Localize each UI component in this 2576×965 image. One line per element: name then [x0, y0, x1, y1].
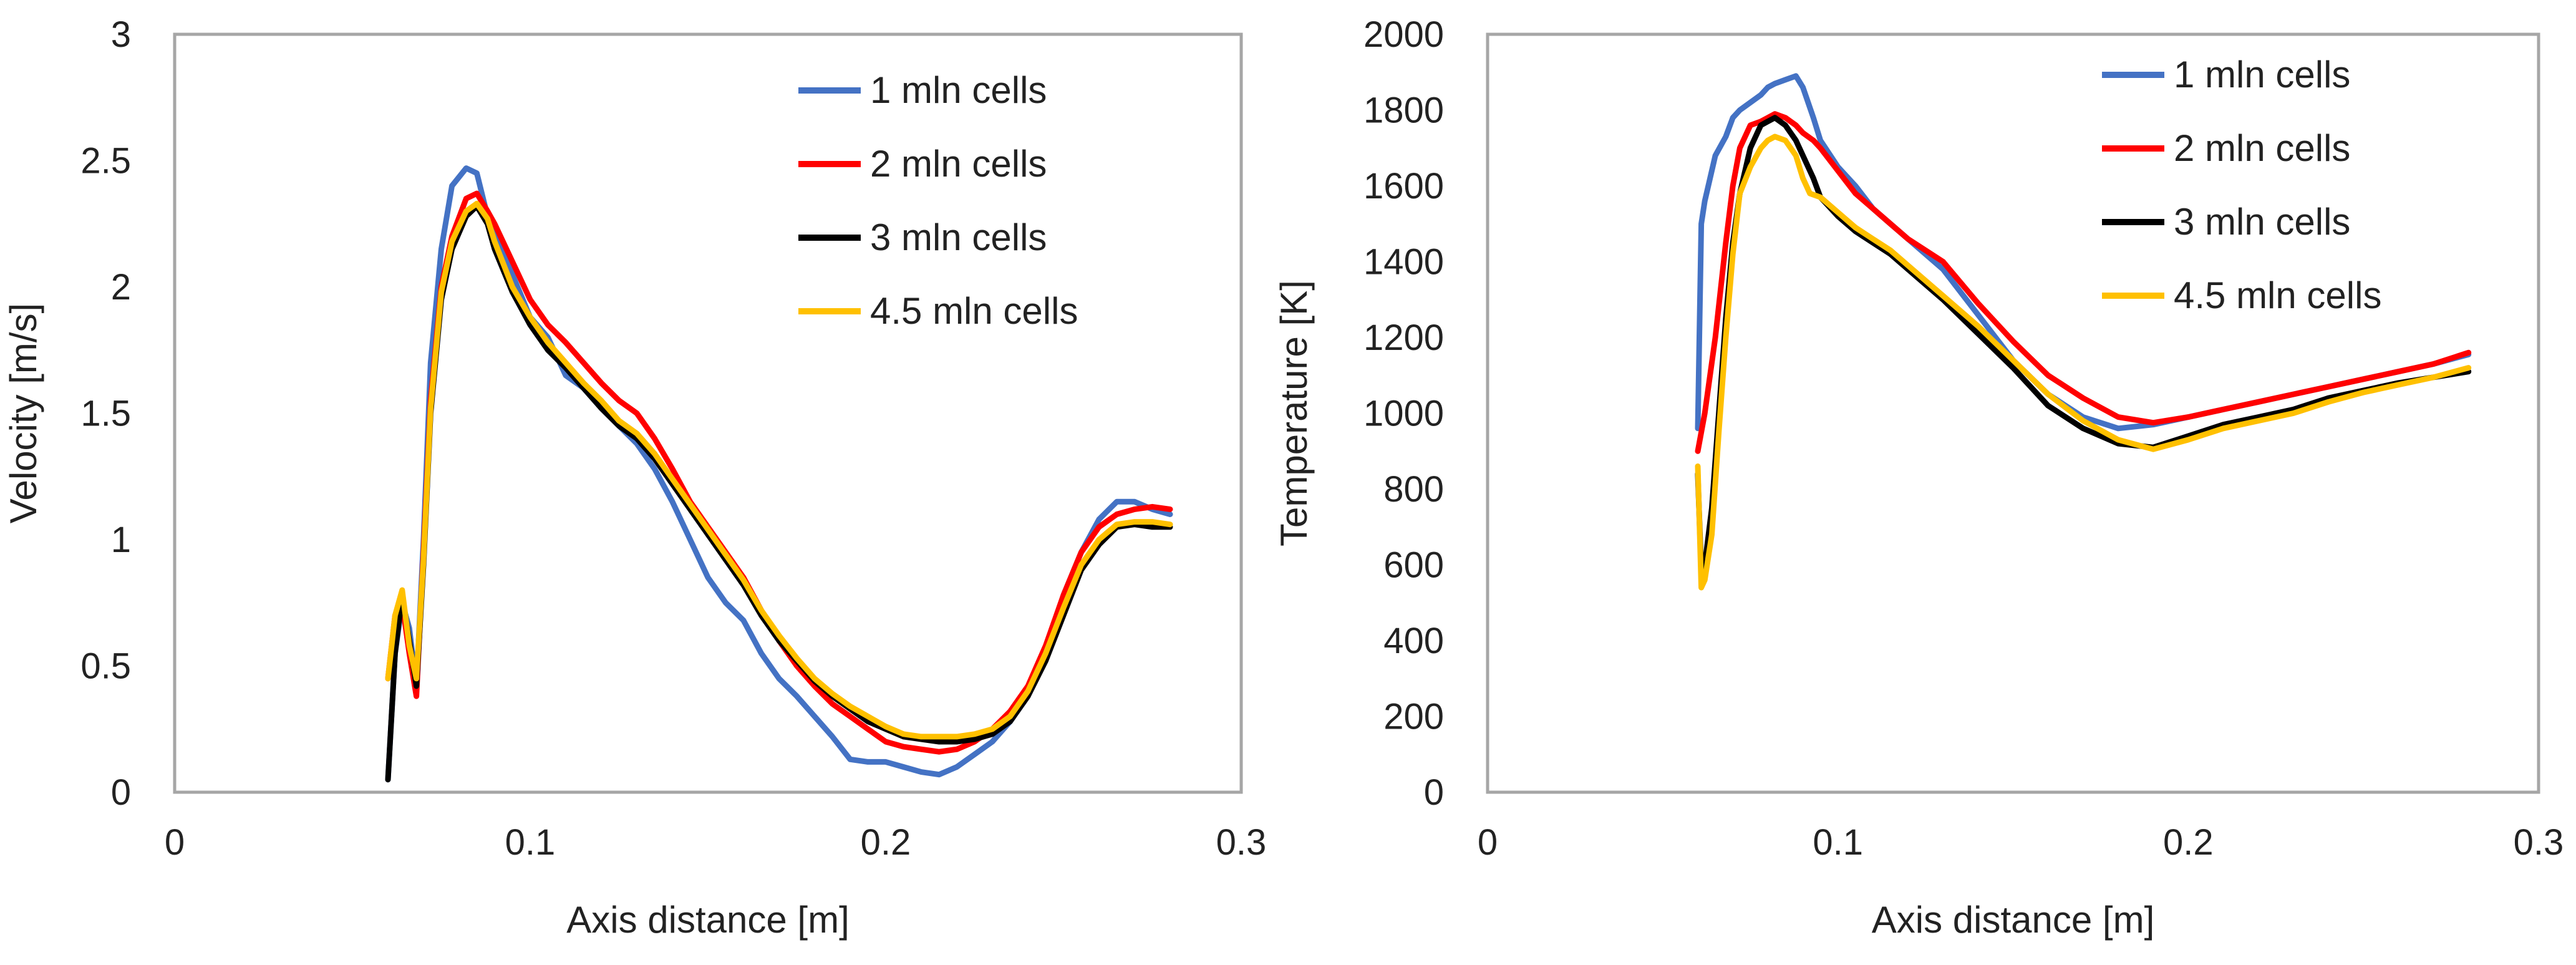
velocity-legend-label: 3 mln cells: [870, 216, 1047, 258]
temperature-y-tick-label: 1000: [1363, 394, 1444, 434]
velocity-y-ticks: 0 0.5 1 1.5 2 2.5 3: [80, 14, 131, 813]
temperature-x-tick-label: 0.2: [2163, 822, 2214, 863]
velocity-x-tick-label: 0.1: [505, 822, 556, 863]
temperature-x-tick-label: 0.1: [1813, 822, 1863, 863]
temperature-series-line-2-mln-cells: [1695, 111, 2472, 454]
temperature-chart: 0 0.1 0.2 0.3 0 200 400 600 800 1000 1200 1400 1600…: [1273, 14, 2564, 941]
temperature-y-tick-label: 800: [1383, 469, 1444, 510]
temperature-y-tick-label: 1400: [1363, 242, 1444, 283]
velocity-legend-label: 4.5 mln cells: [870, 290, 1078, 332]
velocity-x-axis-title: Axis distance [m]: [566, 899, 850, 941]
temperature-y-tick-label: 400: [1383, 621, 1444, 661]
temperature-legend-label: 4.5 mln cells: [2174, 274, 2381, 316]
velocity-y-tick-label: 2.5: [80, 141, 131, 182]
temperature-x-tick-label: 0: [1478, 822, 1498, 863]
velocity-x-tick-label: 0.2: [861, 822, 911, 863]
velocity-x-ticks: 0 0.1 0.2 0.3: [165, 822, 1266, 863]
temperature-x-axis-title: Axis distance [m]: [1872, 899, 2155, 941]
velocity-legend-label: 2 mln cells: [870, 143, 1047, 185]
temperature-legend-label: 3 mln cells: [2174, 201, 2350, 243]
velocity-plot-frame: [173, 32, 1243, 794]
temperature-y-tick-label: 200: [1383, 697, 1444, 737]
velocity-y-tick-label: 0.5: [80, 646, 131, 687]
temperature-series-line-4-5-mln-cells: [1695, 133, 2472, 591]
velocity-legend: 1 mln cells 2 mln cells 3 mln cells 4.5 mln…: [798, 69, 1078, 332]
velocity-series-line-4-5-mln-cells: [385, 200, 1173, 740]
velocity-x-tick-label: 0: [165, 822, 185, 863]
temperature-x-ticks: 0 0.1 0.2 0.3: [1478, 822, 2564, 863]
velocity-y-tick-label: 1: [111, 520, 131, 560]
velocity-y-tick-label: 2: [111, 267, 131, 308]
temperature-y-tick-label: 1800: [1363, 90, 1444, 131]
velocity-x-tick-label: 0.3: [1216, 822, 1267, 863]
temperature-y-tick-label: 1200: [1363, 318, 1444, 358]
temperature-y-tick-label: 1600: [1363, 166, 1444, 206]
velocity-series-layer: [385, 165, 1173, 783]
temperature-y-tick-label: 2000: [1363, 14, 1444, 55]
temperature-y-ticks: 0 200 400 600 800 1000 1200 1400 1600 1800 2000: [1363, 14, 1444, 813]
temperature-legend: 1 mln cells 2 mln cells 3 mln cells 4.5 mln…: [2102, 54, 2381, 316]
velocity-chart: 0 0.1 0.2 0.3 0 0.5 1 1.5 2 2.5 3 Axis distance […: [2, 14, 1266, 941]
temperature-plot-frame: [1486, 32, 2540, 794]
velocity-y-tick-label: 3: [111, 14, 131, 55]
temperature-y-tick-label: 0: [1424, 772, 1444, 813]
temperature-legend-label: 1 mln cells: [2174, 54, 2350, 95]
temperature-y-axis-title: Temperature [K]: [1273, 280, 1315, 546]
temperature-y-tick-label: 600: [1383, 545, 1444, 586]
velocity-y-axis-title: Velocity [m/s]: [2, 303, 44, 523]
temperature-series-layer: [1695, 73, 2472, 591]
velocity-y-tick-label: 1.5: [80, 394, 131, 434]
velocity-series-line-3-mln-cells: [385, 203, 1173, 783]
velocity-legend-label: 1 mln cells: [870, 69, 1047, 111]
temperature-legend-label: 2 mln cells: [2174, 127, 2350, 169]
temperature-x-tick-label: 0.3: [2514, 822, 2564, 863]
velocity-y-tick-label: 0: [111, 772, 131, 813]
